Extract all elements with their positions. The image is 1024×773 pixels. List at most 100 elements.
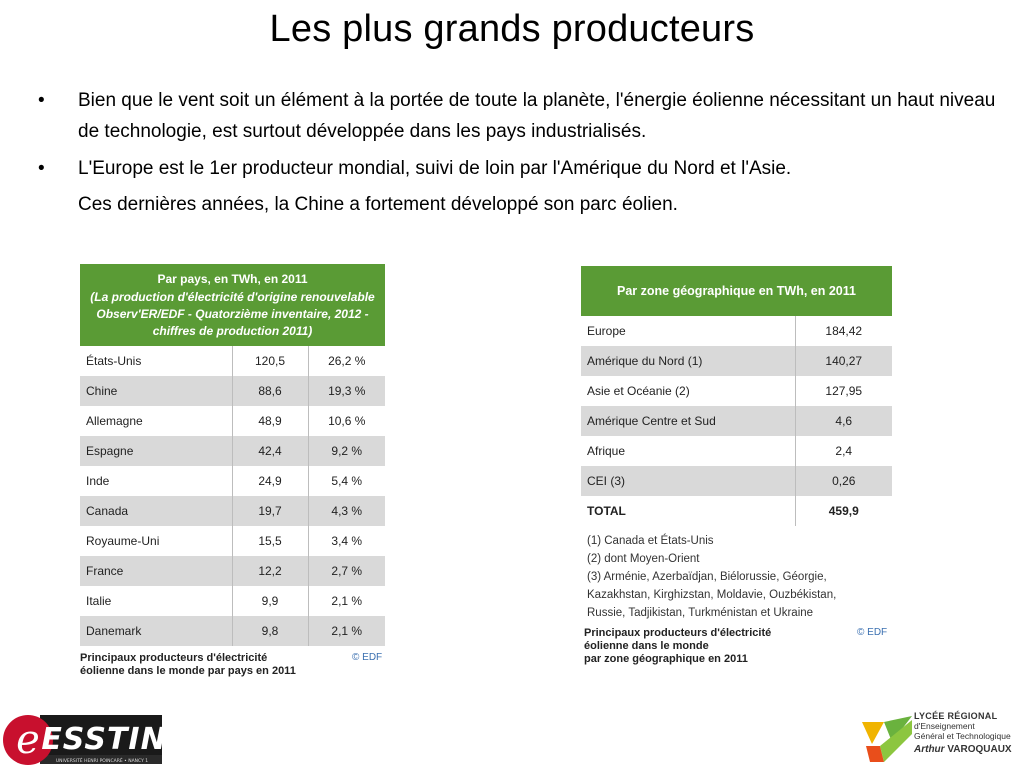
row-label-cell: France [80,556,232,586]
logo-line: d'Enseignement [914,721,975,731]
bullet-dot: • [38,90,45,111]
row-value-cell: 19,3 % [307,376,385,406]
row-value-cell: 12,2 [231,556,308,586]
row-value-cell: 4,6 [794,406,892,436]
row-value-cell: 120,5 [231,346,308,376]
slide-title: Les plus grands producteurs [269,8,755,50]
row-label-cell: Asie et Océanie (2) [587,384,690,398]
table-row: Italie 9,9 2,1 % [80,586,385,616]
bullet-text: L'Europe est le 1er producteur mondial, … [78,158,792,179]
row-label-cell: Danemark [80,616,232,646]
logo-line: LYCÉE RÉGIONAL [914,711,998,721]
table-row: Espagne 42,4 9,2 % [80,436,385,466]
table-row: CEI (3) 0,26 [581,466,892,496]
zone-production-table: Par zone géographique en TWh, en 2011 Eu… [581,266,892,666]
table-row: Afrique 2,4 [581,436,892,466]
country-production-table: Par pays, en TWh, en 2011 (La production… [80,264,385,682]
table-row: Royaume-Uni 15,5 3,4 % [80,526,385,556]
row-value-cell: 26,2 % [307,346,385,376]
note-line: (3) Arménie, Azerbaïdjan, Biélorussie, G… [587,571,827,583]
table-row: Amérique du Nord (1) 140,27 [581,346,892,376]
row-value-cell: 2,1 % [307,586,385,616]
table-row: Canada 19,7 4,3 % [80,496,385,526]
row-value-cell: 9,9 [231,586,308,616]
row-label-cell: Amérique du Nord (1) [581,346,795,376]
esstin-logo-graphic: e ESSTIN UNIVERSITÉ HENRI POINCARÉ • NAN… [3,715,166,765]
table-row: Asie et Océanie (2) 127,95 [581,376,892,406]
table-header-title: Par zone géographique en TWh, en 2011 [617,284,856,298]
row-value-cell: 48,9 [231,406,308,436]
row-value-cell: 88,6 [231,376,308,406]
table-header-source: (La production d'électricité d'origine r… [90,290,375,338]
caption-line: Principaux producteurs d'électricité [584,627,772,639]
row-label-cell: Inde [86,474,110,488]
svg-text:e: e [16,717,40,763]
table-caption-block: Principaux producteurs d'électricité éol… [581,627,892,666]
row-label-cell: Royaume-Uni [86,534,160,548]
logo-text: ESSTIN [41,722,165,757]
table-row: Inde 24,9 5,4 % [80,466,385,496]
table-caption-block: Principaux producteurs d'électricité éol… [80,652,385,682]
note-line: (1) Canada et États-Unis [587,535,714,547]
table-row: Danemark 9,8 2,1 % [80,616,385,646]
row-value-cell: 3,4 % [307,526,385,556]
caption-line: Principaux producteurs d'électricité [80,652,268,664]
row-label-cell: CEI (3) [581,466,795,496]
row-value-cell: 24,9 [231,466,308,496]
caption-line: éolienne dans le monde [584,640,709,652]
row-label-cell: Italie [86,594,112,608]
row-value-cell: 5,4 % [307,466,385,496]
row-value-cell: 10,6 % [307,406,385,436]
logo-subtext: UNIVERSITÉ HENRI POINCARÉ • NANCY 1 [56,756,148,764]
table-caption: Principaux producteurs d'électricité éol… [584,627,892,666]
table-row: États-Unis 120,5 26,2 % [80,346,385,376]
row-value-cell: 15,5 [231,526,308,556]
table-header: Par pays, en TWh, en 2011 (La production… [80,264,385,346]
row-value-cell: 127,95 [794,376,892,406]
bullet-item: • Bien que le vent soit un élément à la … [38,85,998,147]
note-line: Russie, Tadjikistan, Turkménistan et Ukr… [587,607,814,619]
data-table: États-Unis 120,5 26,2 % Chine 88,6 19,3 % Alle… [80,346,385,646]
data-table: Europe 184,42 Amérique du Nord (1) 140,27 As… [581,316,892,526]
row-label-cell: Europe [587,324,626,338]
table-notes: (1) Canada et États-Unis (2) dont Moyen-… [581,532,892,622]
table-row: TOTAL 459,9 [581,496,892,526]
lycee-logo: LYCÉE RÉGIONAL d'Enseignement Général et… [858,708,1024,768]
row-label-cell: Chine [80,376,232,406]
row-value-cell: 19,7 [231,496,308,526]
lycee-logo-graphic [862,716,912,762]
edf-credit: © EDF [352,652,383,663]
row-value-cell: 2,7 % [307,556,385,586]
row-value-cell: 4,3 % [307,496,385,526]
row-value-cell: 9,2 % [307,436,385,466]
table-row: Allemagne 48,9 10,6 % [80,406,385,436]
table-row: France 12,2 2,7 % [80,556,385,586]
esstin-logo: e ESSTIN UNIVERSITÉ HENRI POINCARÉ • NAN… [0,705,166,768]
table-row: Amérique Centre et Sud 4,6 [581,406,892,436]
row-label-cell: Espagne [80,436,232,466]
row-value-cell: 0,26 [794,466,892,496]
bullet-item: • L'Europe est le 1er producteur mondial… [38,153,998,220]
table-row: Chine 88,6 19,3 % [80,376,385,406]
row-label-cell: Afrique [587,444,626,458]
logo-line: Arthur VAROQUAUX [914,744,1012,755]
table-header-title: Par pays, en TWh, en 2011 [157,272,308,286]
note-line: Kazakhstan, Kirghizstan, Moldavie, Ouzbé… [587,589,837,601]
table-header: Par zone géographique en TWh, en 2011 [581,266,892,316]
row-label-cell: Allemagne [86,414,143,428]
table-row: Europe 184,42 [581,316,892,346]
caption-line: par zone géographique en 2011 [584,653,748,665]
row-value-cell: 2,1 % [307,616,385,646]
row-value-cell: 42,4 [231,436,308,466]
row-value-cell: 9,8 [231,616,308,646]
row-label-cell: Canada [80,496,232,526]
row-value-cell: 140,27 [794,346,892,376]
bullet-continuation: Ces dernières années, la Chine a forteme… [78,194,678,215]
row-value-cell: 2,4 [794,436,892,466]
row-label-cell: TOTAL [587,504,626,518]
table-caption: Principaux producteurs d'électricité éol… [80,652,385,678]
row-label-cell: Amérique Centre et Sud [581,406,795,436]
bullet-dot: • [38,158,45,179]
row-value-cell: 184,42 [794,316,892,346]
note-line: (2) dont Moyen-Orient [587,553,700,565]
